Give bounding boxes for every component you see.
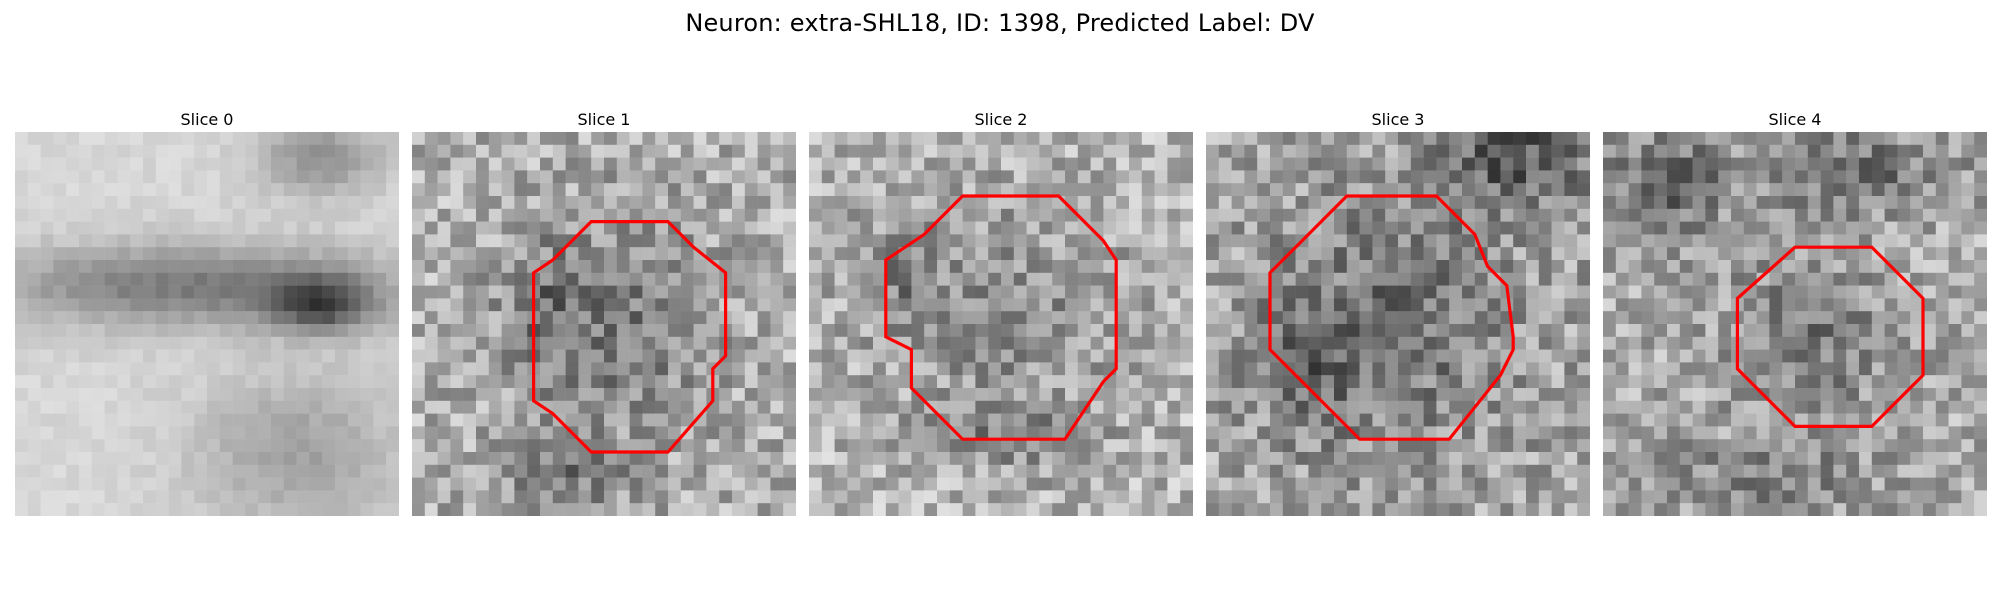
panel-slice-0: Slice 0: [15, 108, 399, 516]
figure-title: Neuron: extra-SHL18, ID: 1398, Predicted…: [685, 9, 1315, 37]
roi-contour: [532, 220, 728, 454]
pixel-grid: [1206, 132, 1590, 516]
pixel-grid: [412, 132, 796, 516]
slice-image: [412, 132, 796, 516]
roi-contour: [1735, 245, 1925, 428]
panel-title: Slice 0: [180, 110, 234, 129]
pixel-grid: [1603, 132, 1987, 516]
panel-slice-4: Slice 4: [1603, 108, 1987, 516]
panel-slice-3: Slice 3: [1206, 108, 1590, 516]
slice-image: [809, 132, 1193, 516]
panel-title: Slice 1: [577, 110, 631, 129]
slice-image: [1603, 132, 1987, 516]
panel-title: Slice 2: [974, 110, 1028, 129]
slice-image: [15, 132, 399, 516]
panel-title: Slice 3: [1371, 110, 1425, 129]
slice-image: [1206, 132, 1590, 516]
panel-slice-2: Slice 2: [809, 108, 1193, 516]
pixel-grid: [15, 132, 399, 516]
panel-title: Slice 4: [1768, 110, 1822, 129]
panel-slice-1: Slice 1: [412, 108, 796, 516]
roi-contour: [884, 194, 1118, 441]
roi-contour: [1268, 194, 1515, 441]
pixel-grid: [809, 132, 1193, 516]
